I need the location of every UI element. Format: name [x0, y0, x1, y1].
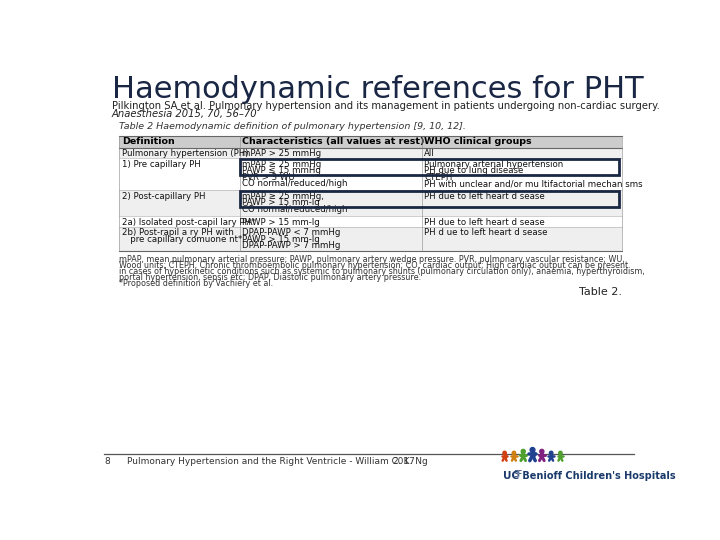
Circle shape: [540, 449, 544, 454]
Text: CO normal/reduced/high: CO normal/reduced/high: [242, 179, 347, 188]
Text: 1) Pre capillary PH: 1) Pre capillary PH: [122, 159, 201, 168]
Text: Table 2 Haemodynamic definition of pulmonary hypertension [9, 10, 12].: Table 2 Haemodynamic definition of pulmo…: [120, 122, 467, 131]
Text: PAWP ≤ 15 mmHg: PAWP ≤ 15 mmHg: [242, 166, 321, 175]
Text: PH due to left heart d sease: PH due to left heart d sease: [424, 218, 545, 227]
Text: WHO clinical groups: WHO clinical groups: [424, 137, 531, 146]
Text: Benioff Children's Hospitals: Benioff Children's Hospitals: [519, 471, 676, 481]
Text: *Proposed definition by Vachiery et al.: *Proposed definition by Vachiery et al.: [120, 279, 274, 288]
Text: DPAP-PAWP < 7 mmHg: DPAP-PAWP < 7 mmHg: [242, 228, 341, 237]
Text: mPAP ≥ 25 mmHg: mPAP ≥ 25 mmHg: [242, 159, 321, 168]
Bar: [120, 226, 621, 251]
Text: PVR > 3 WU: PVR > 3 WU: [242, 173, 294, 181]
Circle shape: [503, 451, 506, 455]
Circle shape: [530, 448, 535, 453]
Text: 2b) Post-rapil a ry PH with: 2b) Post-rapil a ry PH with: [122, 228, 234, 237]
Text: PH with unclear and/or mu ltifactorial mechan sms: PH with unclear and/or mu ltifactorial m…: [424, 179, 643, 188]
Bar: [120, 148, 621, 158]
Text: 2a) Isolated post-capil lary PH*: 2a) Isolated post-capil lary PH*: [122, 218, 255, 227]
Bar: [240, 191, 619, 207]
Text: Pulmonary hypertension (PH): Pulmonary hypertension (PH): [122, 150, 248, 159]
Text: Wood units; CTEPH, Chronic thromboembolic pulmonary hypertension; CO, cardiac ou: Wood units; CTEPH, Chronic thromboemboli…: [120, 261, 629, 270]
Text: DPAP-PAWP > 7 mmHg: DPAP-PAWP > 7 mmHg: [242, 241, 341, 250]
Circle shape: [549, 451, 553, 455]
Circle shape: [521, 449, 526, 454]
Text: PH d ue to left heart d sease: PH d ue to left heart d sease: [424, 228, 547, 237]
Text: CTEPH: CTEPH: [424, 173, 452, 181]
Text: portal hypertension, sepsis etc; DPAP, Diastolic pulmonary artery pressure.: portal hypertension, sepsis etc; DPAP, D…: [120, 273, 422, 282]
Text: Pulmonary arterial hypertension: Pulmonary arterial hypertension: [424, 159, 563, 168]
Text: SF: SF: [513, 470, 522, 479]
Text: Table 2.: Table 2.: [579, 287, 621, 296]
Text: All: All: [424, 150, 435, 159]
Text: Pilkington SA et al. Pulmonary hypertension and its management in patients under: Pilkington SA et al. Pulmonary hypertens…: [112, 101, 660, 111]
Text: PAWP > 15 mm-lg: PAWP > 15 mm-lg: [242, 234, 320, 244]
Text: Anaesthesia 2015, 70, 56–70: Anaesthesia 2015, 70, 56–70: [112, 109, 257, 119]
Text: PAWP > 15 mm-lg: PAWP > 15 mm-lg: [242, 218, 320, 227]
Bar: [120, 158, 621, 190]
Text: UC: UC: [503, 471, 519, 481]
Text: in cases of hyperkinetic conditions such as systemic to pulmonary shunts (pulmon: in cases of hyperkinetic conditions such…: [120, 267, 645, 276]
Circle shape: [559, 451, 562, 455]
Text: PH due to lung disease: PH due to lung disease: [424, 166, 523, 175]
Text: CO normal/reduced/high: CO normal/reduced/high: [242, 205, 347, 214]
Text: mPAP, mean pulmonary arterial pressure; PAWP, pulmonary artery wedge pressure. P: mPAP, mean pulmonary arterial pressure; …: [120, 255, 625, 264]
Bar: [240, 159, 619, 175]
Text: Pulmonary Hypertension and the Right Ventricle - William C. K. Ng: Pulmonary Hypertension and the Right Ven…: [127, 457, 428, 467]
Text: Haemodynamic references for PHT: Haemodynamic references for PHT: [112, 75, 644, 104]
Text: pre capillary comuone nt*: pre capillary comuone nt*: [122, 234, 242, 244]
Bar: [120, 190, 621, 217]
Text: PAWP > 15 mm-lg: PAWP > 15 mm-lg: [242, 198, 320, 207]
Text: 8: 8: [104, 457, 109, 467]
Circle shape: [512, 451, 516, 455]
Text: Characteristics (all values at rest): Characteristics (all values at rest): [242, 137, 424, 146]
Text: Definition: Definition: [122, 137, 174, 146]
Text: 2017: 2017: [392, 457, 415, 467]
Text: 2) Post-capillary PH: 2) Post-capillary PH: [122, 192, 205, 201]
Text: mPAP ≥ 25 mmHg,: mPAP ≥ 25 mmHg,: [242, 192, 324, 201]
Text: PH due to left heart d sease: PH due to left heart d sease: [424, 192, 545, 201]
Bar: [120, 136, 621, 148]
Text: mPAP > 25 mmHg: mPAP > 25 mmHg: [242, 150, 321, 159]
Bar: [120, 217, 621, 226]
